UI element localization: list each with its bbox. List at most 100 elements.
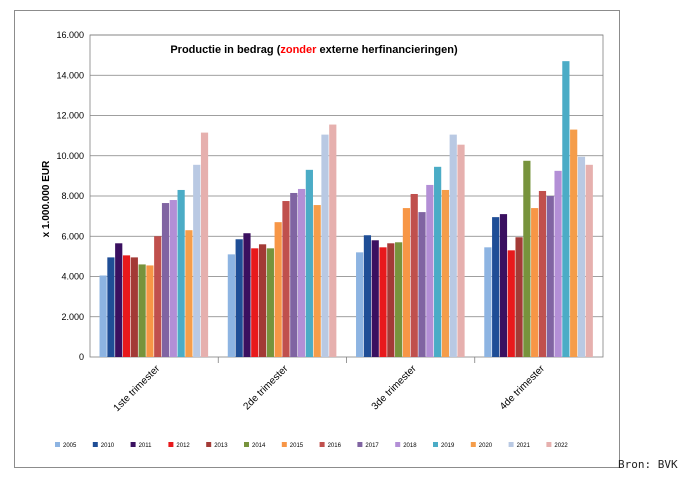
title-highlight: zonder bbox=[280, 44, 317, 56]
bar-chart: Productie in bedrag (zonder externe herf… bbox=[41, 30, 604, 449]
source-note: Bron: BVK bbox=[618, 458, 678, 471]
bar bbox=[305, 169, 313, 357]
bar bbox=[115, 243, 123, 357]
legend-swatch bbox=[244, 442, 249, 447]
bar bbox=[138, 264, 146, 357]
bar bbox=[313, 205, 321, 357]
bar bbox=[449, 134, 457, 357]
bar bbox=[185, 230, 193, 357]
bar bbox=[379, 247, 387, 357]
chart-title: Productie in bedrag (zonder externe herf… bbox=[170, 44, 458, 56]
legend-entry-label: 2018 bbox=[403, 443, 417, 449]
bar bbox=[507, 250, 515, 357]
legend-swatch bbox=[168, 442, 174, 447]
legend-entry-label: 2010 bbox=[101, 443, 115, 449]
legend-entry-label: 2015 bbox=[290, 443, 304, 449]
legend-swatch bbox=[281, 442, 287, 447]
x-category-label: 4de trimester bbox=[498, 363, 548, 413]
legend-swatch bbox=[546, 442, 552, 447]
bar bbox=[99, 275, 107, 357]
legend-swatch bbox=[433, 442, 438, 447]
bar bbox=[570, 129, 578, 357]
legend-entry-label: 2017 bbox=[365, 443, 379, 449]
legend-entry-label: 2019 bbox=[441, 443, 455, 449]
bar bbox=[169, 200, 177, 357]
bar bbox=[290, 192, 298, 357]
bar bbox=[243, 233, 251, 357]
legend-swatch bbox=[206, 442, 212, 447]
bar bbox=[122, 255, 131, 357]
bar bbox=[371, 240, 379, 357]
bar bbox=[554, 170, 562, 357]
bar bbox=[130, 257, 138, 357]
legend-entry-label: 2016 bbox=[328, 443, 342, 449]
bar bbox=[297, 188, 306, 357]
legend-swatch bbox=[92, 442, 98, 447]
legend-swatch bbox=[130, 442, 136, 447]
bar bbox=[585, 164, 593, 357]
bar bbox=[538, 190, 547, 357]
bar bbox=[484, 247, 492, 357]
bar bbox=[546, 196, 554, 357]
bar bbox=[282, 201, 290, 357]
y-tick-label: 8.000 bbox=[61, 191, 84, 201]
bar bbox=[402, 208, 411, 357]
title-part-1: Productie in bedrag ( bbox=[170, 44, 280, 56]
bar bbox=[193, 164, 201, 357]
legend-entry-label: 2011 bbox=[139, 443, 153, 449]
y-tick-label: 4.000 bbox=[61, 272, 84, 282]
bar bbox=[321, 134, 329, 357]
y-tick-label: 12.000 bbox=[56, 111, 84, 121]
legend-entry-label: 2021 bbox=[517, 443, 531, 449]
bar bbox=[418, 212, 426, 357]
x-category-label: 2de trimester bbox=[241, 363, 291, 413]
bar bbox=[258, 244, 267, 357]
title-part-3: externe herfinancieringen) bbox=[316, 44, 458, 56]
legend-entry-label: 2013 bbox=[214, 443, 228, 449]
bar bbox=[251, 248, 259, 357]
bar bbox=[107, 257, 115, 357]
legend-entry-label: 2012 bbox=[176, 443, 190, 449]
legend-entry-label: 2020 bbox=[479, 443, 493, 449]
chart-frame: Productie in bedrag (zonder externe herf… bbox=[14, 10, 620, 468]
bar bbox=[177, 189, 185, 357]
bar bbox=[387, 243, 395, 357]
legend-entry-label: 2014 bbox=[252, 443, 266, 449]
legend-swatch bbox=[357, 442, 363, 447]
legend-swatch bbox=[395, 442, 401, 447]
x-category-label: 3de trimester bbox=[370, 363, 420, 413]
y-tick-label: 14.000 bbox=[56, 70, 84, 80]
bar bbox=[274, 222, 282, 357]
bar bbox=[492, 217, 500, 357]
bar bbox=[154, 236, 162, 357]
legend-swatch bbox=[508, 442, 514, 447]
bar bbox=[410, 193, 418, 357]
legend-swatch bbox=[319, 442, 325, 447]
bar bbox=[441, 189, 450, 357]
legend-entry-label: 2022 bbox=[554, 443, 568, 449]
bar bbox=[235, 239, 243, 357]
legend-entry-label: 2005 bbox=[63, 443, 77, 449]
bar bbox=[146, 265, 154, 357]
bar bbox=[562, 61, 570, 357]
bar bbox=[426, 184, 434, 357]
y-tick-label: 6.000 bbox=[61, 231, 84, 241]
bar bbox=[356, 252, 364, 357]
bar bbox=[363, 235, 372, 357]
bar bbox=[266, 248, 274, 357]
y-tick-label: 16.000 bbox=[56, 30, 84, 40]
y-axis-label: x 1.000.000 EUR bbox=[41, 160, 52, 237]
bar bbox=[395, 242, 403, 357]
y-tick-label: 2.000 bbox=[61, 312, 84, 322]
bar bbox=[515, 237, 523, 357]
bar bbox=[457, 144, 465, 357]
bar bbox=[531, 208, 539, 357]
bar bbox=[200, 132, 209, 357]
bar bbox=[523, 160, 531, 357]
legend-swatch bbox=[55, 442, 60, 447]
y-tick-label: 10.000 bbox=[56, 151, 84, 161]
bar bbox=[499, 214, 508, 357]
bar bbox=[329, 124, 337, 358]
y-tick-label: 0 bbox=[79, 352, 84, 362]
legend-swatch bbox=[470, 442, 476, 447]
